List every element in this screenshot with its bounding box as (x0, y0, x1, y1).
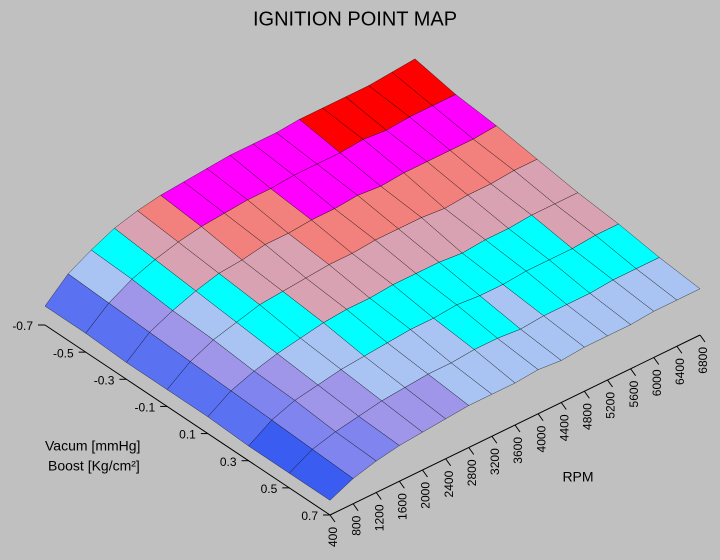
x-tick (630, 368, 637, 377)
y-axis-label: Boost [Kg/cm²] (48, 458, 140, 474)
x-tick (491, 435, 498, 444)
y-tick-label: 0.5 (261, 482, 278, 496)
y-tick-label: -0.1 (134, 401, 155, 415)
x-tick-label: 1200 (372, 504, 386, 531)
x-tick-label: 2800 (465, 459, 479, 486)
x-tick-label: 1600 (396, 493, 410, 520)
y-axis-label: Vacum [mmHg] (45, 438, 140, 454)
x-tick (537, 413, 544, 422)
x-tick (352, 503, 359, 512)
x-tick-label: 4800 (581, 403, 595, 430)
x-tick-label: 3200 (488, 448, 502, 475)
surface-cell (288, 448, 354, 501)
y-tick-label: -0.7 (12, 319, 33, 333)
x-tick-label: 6800 (696, 347, 710, 374)
x-tick-label: 6400 (673, 358, 687, 385)
x-tick-label: 800 (349, 515, 363, 535)
x-tick (422, 469, 428, 478)
x-tick-label: 6000 (650, 369, 664, 396)
x-tick (468, 447, 475, 455)
y-tick-label: 0.1 (179, 428, 196, 442)
x-tick-label: 3600 (511, 437, 525, 464)
x-tick-label: 2000 (419, 482, 433, 509)
x-tick-label: 4400 (557, 414, 571, 441)
x-axis-label: RPM (562, 469, 593, 485)
x-tick-label: 5200 (604, 392, 618, 419)
x-tick (445, 458, 452, 467)
y-tick-label: 0.3 (220, 455, 237, 469)
x-tick-label: 400 (326, 527, 340, 547)
y-axis-line (44, 324, 331, 516)
x-tick (653, 357, 660, 365)
x-tick (699, 334, 706, 343)
chart-title: IGNITION POINT MAP (253, 8, 457, 30)
x-tick (607, 379, 613, 388)
x-tick-label: 4000 (534, 425, 548, 452)
x-tick (560, 402, 567, 410)
y-tick-label: 0.7 (301, 509, 318, 523)
x-tick-label: 5600 (627, 380, 641, 407)
x-tick (375, 492, 382, 500)
x-tick (676, 345, 683, 354)
x-tick (329, 514, 336, 523)
x-tick (583, 390, 590, 399)
x-tick-label: 2400 (442, 470, 456, 497)
y-tick-label: -0.5 (53, 346, 74, 360)
x-tick (514, 424, 521, 433)
x-tick (398, 480, 405, 489)
y-tick-label: -0.3 (94, 373, 115, 387)
